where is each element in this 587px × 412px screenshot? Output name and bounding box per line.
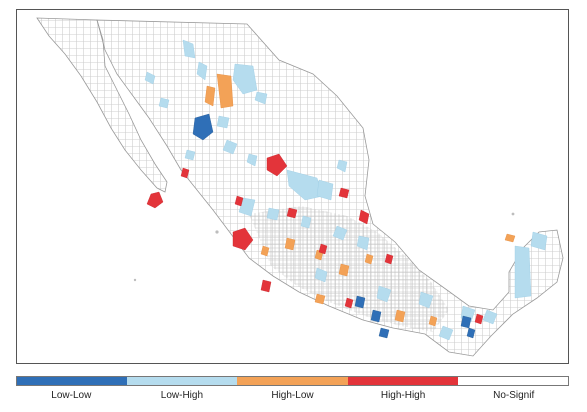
high-high-clusters [146, 153, 484, 325]
island [511, 212, 515, 216]
legend-label-low-high: Low-High [160, 390, 204, 401]
island [215, 230, 219, 234]
legend-swatch-low-high [127, 377, 238, 385]
legend-labels: Low-Low Low-High High-Low High-High No-S… [16, 390, 569, 402]
legend-label-high-high: High-High [380, 390, 426, 401]
high-low-clusters [204, 73, 516, 327]
map-frame [16, 9, 569, 364]
legend-label-low-low: Low-Low [51, 390, 92, 401]
legend-color-bar [16, 376, 569, 386]
legend-swatch-no-signif [457, 377, 569, 385]
legend-swatch-high-low [237, 377, 348, 385]
mexico-lisa-cluster-map [36, 17, 564, 357]
baja-california-region [36, 17, 168, 193]
central-mexico-dense-area [249, 206, 449, 332]
legend-label-no-signif: No-Signif [493, 390, 535, 401]
legend-swatch-high-high [347, 377, 458, 385]
island [133, 278, 137, 282]
low-low-clusters [192, 113, 476, 339]
legend-label-high-low: High-Low [271, 390, 314, 401]
legend-swatch-low-low [17, 377, 128, 385]
legend: Low-Low Low-High High-Low High-High No-S… [16, 376, 569, 402]
low-high-clusters [144, 39, 548, 341]
